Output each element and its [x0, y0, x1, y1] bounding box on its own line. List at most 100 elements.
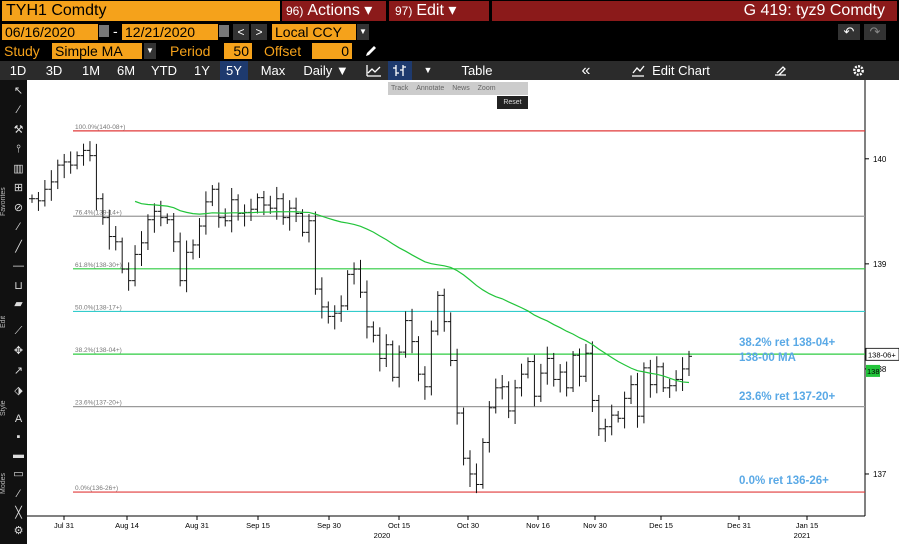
price-chart[interactable]: 100.0%(140-08+) 76.4%(139-14+) 61.8%(138-3…: [27, 80, 899, 544]
next-range-button[interactable]: >: [251, 24, 267, 40]
track-tool[interactable]: Track: [391, 85, 409, 92]
edit-menu[interactable]: 97) Edit ▾: [389, 1, 489, 21]
x-tick-label-0: Jul 31: [54, 521, 74, 530]
ohlc-bar: [499, 375, 506, 400]
modes-section-label: Modes: [0, 472, 7, 494]
plot-background: [27, 80, 865, 516]
ohlc-bar: [608, 404, 615, 436]
ohlc-bars: [29, 141, 692, 494]
fib-label-1: 76.4%(139-14+): [75, 209, 122, 216]
ohlc-bar: [235, 194, 242, 221]
draw-icon[interactable]: [774, 64, 788, 77]
tool-22-icon[interactable]: ╳: [15, 507, 22, 519]
ohlc-bar: [570, 351, 577, 393]
tool-13-icon[interactable]: [12, 302, 25, 315]
undo-button[interactable]: ↶: [838, 24, 860, 40]
period-6m[interactable]: 6M: [116, 63, 136, 78]
news-tool[interactable]: News: [452, 85, 470, 92]
period-max[interactable]: Max: [260, 63, 286, 78]
chart-type-dropdown-icon[interactable]: ▼: [423, 65, 433, 75]
currency-dropdown-icon[interactable]: ▼: [357, 24, 369, 40]
zoom-tool[interactable]: Zoom: [477, 85, 496, 92]
fib-label-2: 61.8%(138-30+): [75, 262, 122, 269]
actions-menu[interactable]: 96) Actions ▾: [282, 1, 386, 21]
crosshair-icon[interactable]: ⟋: [14, 325, 23, 337]
tool-4-icon[interactable]: ⫯: [16, 143, 21, 155]
table-button[interactable]: Table: [461, 63, 493, 78]
gear-icon[interactable]: [851, 63, 866, 78]
tool-20-icon[interactable]: ▭: [13, 468, 24, 480]
ohlc-bar: [228, 188, 235, 233]
chart-area[interactable]: 100.0%(140-08+) 76.4%(139-14+) 61.8%(138-3…: [27, 80, 899, 544]
end-date-field[interactable]: 12/21/2020: [122, 24, 218, 40]
tool-15-icon[interactable]: ↗: [13, 365, 24, 377]
period-1d[interactable]: 1D: [9, 63, 27, 78]
start-calendar-icon[interactable]: [99, 25, 109, 37]
tool-9-icon[interactable]: ╱: [15, 241, 22, 253]
x-tick-label-4: Sep 30: [317, 521, 341, 530]
ohlc-bar: [589, 341, 596, 412]
period-1y[interactable]: 1Y: [194, 63, 210, 78]
tool-7-icon[interactable]: ⊘: [13, 202, 24, 214]
title-strip: G 419: tyz9 Comdty: [492, 1, 897, 21]
ohlc-bar: [202, 191, 209, 235]
ohlc-bar: [621, 391, 628, 429]
ohlc-bar: [582, 343, 589, 382]
line-chart-icon[interactable]: [362, 61, 386, 80]
ruler-icon[interactable]: ▰: [14, 298, 23, 310]
graph-title: G 419: tyz9 Comdty: [743, 2, 885, 19]
tool-5-icon[interactable]: ▥: [13, 163, 24, 175]
ohlc-bar: [112, 226, 119, 251]
offset-label: Offset: [264, 43, 302, 59]
study-field[interactable]: Simple MA: [52, 43, 142, 59]
period-5y[interactable]: 5Y: [220, 61, 248, 80]
tool-6-icon[interactable]: ⊞: [13, 182, 24, 194]
tool-18-icon[interactable]: ▪: [16, 431, 21, 443]
text-tool-icon[interactable]: A: [14, 413, 23, 425]
period-3d[interactable]: 3D: [45, 63, 63, 78]
security-field[interactable]: TYH1 Comdty: [2, 1, 280, 21]
ohlc-bar: [460, 407, 467, 466]
ohlc-bar: [421, 366, 428, 400]
ohlc-bar: [531, 354, 538, 407]
ohlc-bar: [615, 410, 622, 423]
ohlc-bar: [260, 190, 267, 216]
prev-range-button[interactable]: <: [233, 24, 249, 40]
start-date-field[interactable]: 06/16/2020: [2, 24, 98, 40]
reset-button[interactable]: Reset: [497, 96, 528, 109]
collapse-button[interactable]: «: [581, 62, 591, 79]
ohlc-bar: [74, 151, 81, 170]
period-1m[interactable]: 1M: [81, 63, 101, 78]
end-calendar-icon[interactable]: [219, 25, 229, 37]
settings-small-icon[interactable]: ⚙: [13, 525, 24, 537]
ohlc-bar: [467, 450, 473, 488]
period-ytd[interactable]: YTD: [151, 63, 177, 78]
move-icon[interactable]: ✥: [13, 345, 24, 357]
offset-field[interactable]: 0: [312, 43, 352, 59]
edit-chart-button[interactable]: Edit Chart: [652, 63, 710, 78]
ohlc-bar: [492, 378, 499, 414]
frequency-dropdown[interactable]: Daily ▼: [303, 63, 349, 78]
annotation-ma: 138-00 MA: [739, 352, 796, 364]
tool-16-icon[interactable]: ⬗: [14, 385, 23, 397]
tool-11-icon[interactable]: ⊔: [14, 280, 23, 292]
period-field[interactable]: 50: [224, 43, 252, 59]
edit-menu-number: 97): [395, 4, 413, 18]
ohlc-bar: [679, 357, 686, 391]
y-axis-background: [865, 80, 899, 544]
annotate-tool[interactable]: Annotate: [416, 85, 445, 92]
pointer-tool-icon[interactable]: ↖: [13, 85, 24, 97]
pencil-icon[interactable]: [364, 44, 378, 58]
line-tool-icon[interactable]: ∕: [17, 104, 20, 116]
annotation-fib-0: 0.0% ret 136-26+: [739, 475, 829, 487]
y-tick-label-2: 139: [873, 260, 887, 269]
study-dropdown-icon[interactable]: ▼: [144, 43, 156, 59]
horizontal-line-tool-icon[interactable]: —: [13, 260, 24, 272]
tool-21-icon[interactable]: ⁄: [17, 488, 20, 500]
tool-8-icon[interactable]: ⁄: [17, 221, 20, 233]
bar-chart-icon[interactable]: [388, 61, 412, 80]
tool-19-icon[interactable]: ▬: [13, 449, 24, 461]
tool-3-icon[interactable]: ⚒: [13, 124, 24, 136]
redo-button[interactable]: ↷: [864, 24, 886, 40]
currency-field[interactable]: Local CCY: [272, 24, 356, 40]
